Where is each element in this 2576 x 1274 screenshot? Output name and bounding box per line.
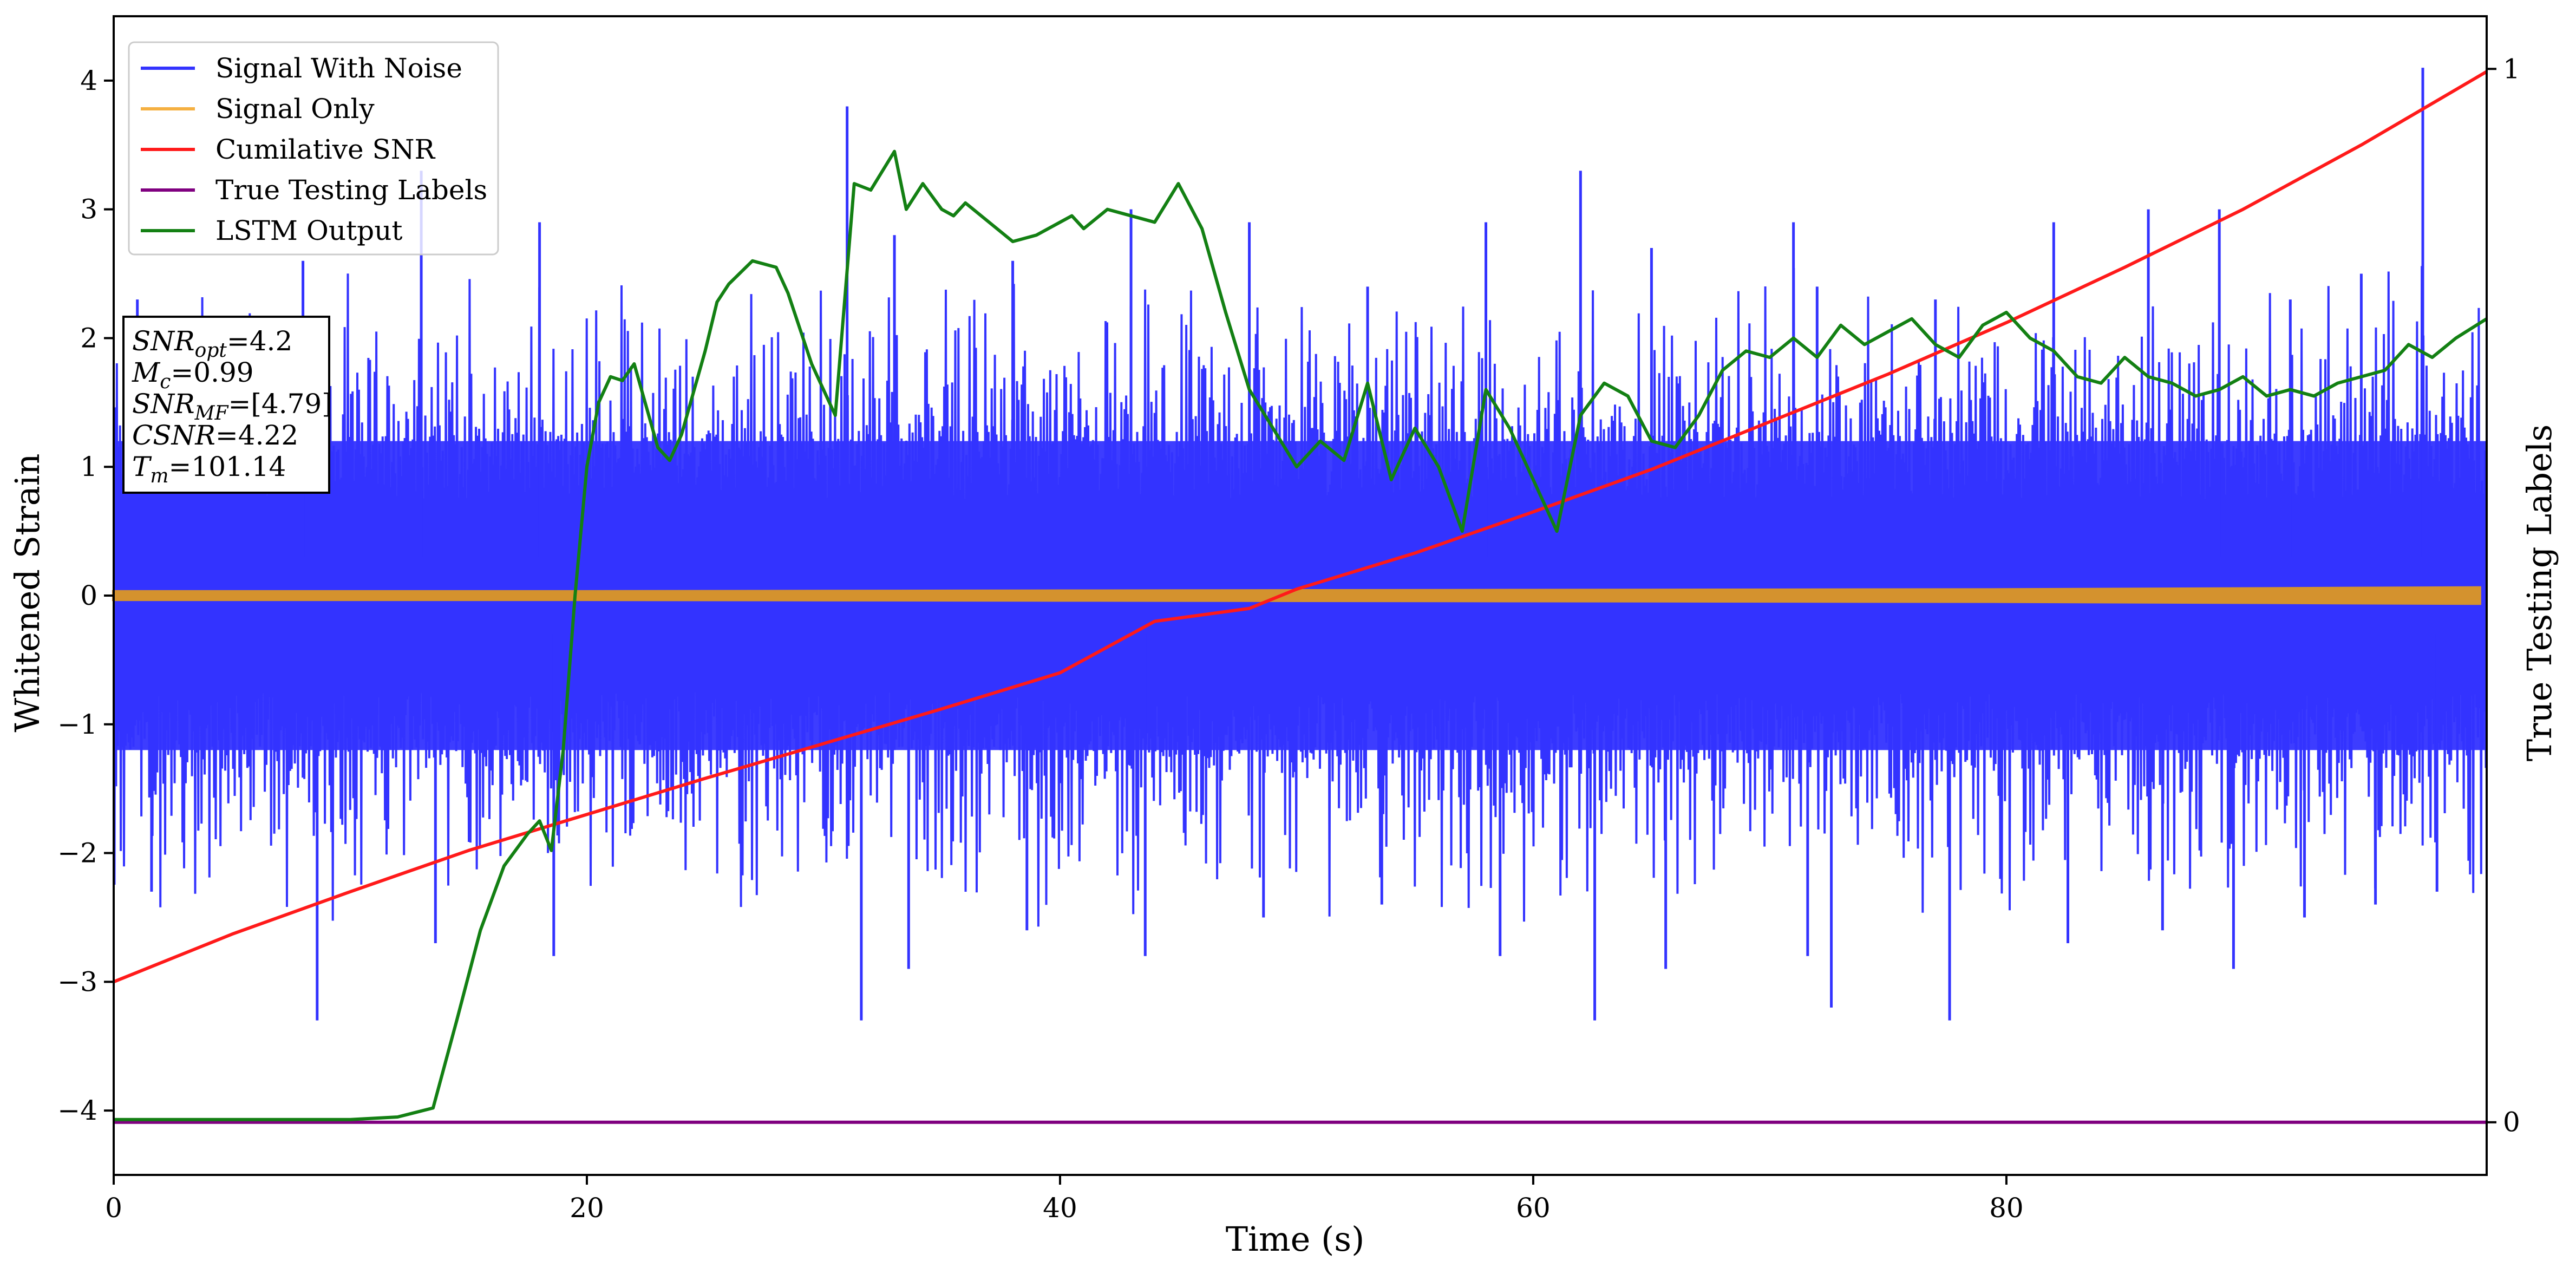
legend-box: [128, 41, 499, 256]
signal-with-noise-line: [113, 266, 2488, 927]
y-tick-label: 3: [80, 194, 97, 225]
x-tick-label: 40: [1043, 1192, 1077, 1224]
signal-only-band: [112, 586, 2481, 605]
x-tick-label: 80: [1989, 1192, 2024, 1224]
legend: Signal With Noise Signal Only Cumilative S…: [128, 41, 499, 256]
info-box-frame: [122, 316, 330, 494]
y-tick-label: 1: [80, 451, 97, 482]
y-tick-label: 2: [80, 322, 97, 354]
y-tick-label: −3: [57, 966, 97, 997]
y-tick-label: 0: [80, 580, 97, 611]
lstm-output-line: [114, 149, 2488, 1121]
y-right-tick-label: 0: [2503, 1107, 2520, 1138]
legend-label: LSTM Output: [215, 215, 402, 246]
y-right-tick-label: 1: [2503, 53, 2520, 84]
y-tick-label: −1: [57, 709, 97, 740]
legend-label: True Testing Labels: [215, 174, 487, 206]
info-line: SNRopt=4.2: [132, 325, 292, 362]
legend-label: Signal Only: [215, 93, 375, 125]
x-axis-title: Time (s): [1226, 1219, 1365, 1259]
plot-area: [112, 68, 2488, 1124]
info-line: Tm=101.14: [132, 451, 286, 487]
y-tick-label: −4: [57, 1095, 97, 1126]
y-axis-right-title: True Testing Labels: [2520, 424, 2559, 762]
info-line: CSNR=4.22: [132, 420, 298, 451]
y-tick-label: 4: [80, 65, 97, 96]
legend-label: Cumilative SNR: [215, 134, 435, 165]
legend-label: Signal With Noise: [215, 53, 462, 84]
x-tick-label: 0: [105, 1192, 122, 1224]
y-tick-label: −2: [57, 838, 97, 869]
x-tick-label: 20: [570, 1192, 604, 1224]
x-tick-label: 60: [1516, 1192, 1551, 1224]
info-line: Mc=0.99: [132, 357, 254, 393]
y-axis-title: Whitened Strain: [8, 454, 47, 733]
info-box: SNRopt=4.2Mc=0.99SNRMF=[4.79]CSNR=4.22Tm…: [122, 316, 332, 494]
info-line: SNRMF=[4.79]: [132, 388, 332, 424]
